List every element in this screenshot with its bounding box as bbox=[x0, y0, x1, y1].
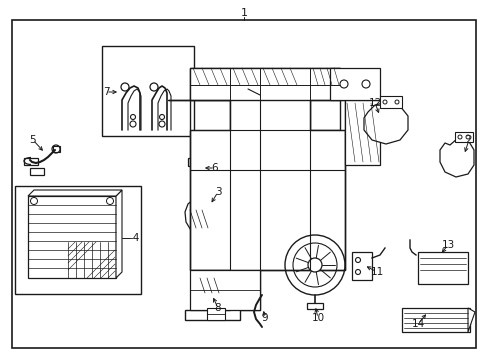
Polygon shape bbox=[184, 195, 218, 235]
Polygon shape bbox=[363, 102, 407, 144]
Polygon shape bbox=[168, 68, 345, 320]
Polygon shape bbox=[116, 190, 122, 278]
Bar bbox=[379, 96, 401, 108]
Bar bbox=[206, 308, 224, 320]
Polygon shape bbox=[190, 270, 260, 310]
Text: 10: 10 bbox=[311, 313, 324, 323]
Polygon shape bbox=[467, 308, 474, 332]
Bar bbox=[28, 196, 116, 278]
Polygon shape bbox=[30, 168, 44, 175]
Text: 9: 9 bbox=[261, 313, 268, 323]
Polygon shape bbox=[329, 68, 379, 100]
Bar bbox=[191, 154, 203, 160]
Bar bbox=[190, 100, 345, 270]
Bar bbox=[401, 308, 469, 332]
Bar bbox=[53, 146, 60, 152]
Polygon shape bbox=[24, 158, 38, 165]
Text: 6: 6 bbox=[211, 163, 218, 173]
Bar bbox=[417, 252, 467, 284]
Circle shape bbox=[307, 258, 321, 272]
Text: 12: 12 bbox=[367, 98, 381, 108]
Bar bbox=[231, 86, 260, 104]
Polygon shape bbox=[195, 262, 231, 298]
Text: -4: -4 bbox=[130, 233, 140, 243]
Bar bbox=[192, 166, 202, 188]
Text: 11: 11 bbox=[369, 267, 383, 277]
Bar bbox=[187, 158, 205, 166]
Text: 2: 2 bbox=[465, 135, 471, 145]
Bar bbox=[454, 132, 472, 142]
Bar bbox=[102, 46, 194, 136]
Polygon shape bbox=[28, 190, 122, 196]
Text: 14: 14 bbox=[410, 319, 424, 329]
Text: 1: 1 bbox=[240, 8, 247, 18]
Text: 5: 5 bbox=[30, 135, 36, 145]
Bar bbox=[15, 186, 141, 294]
Polygon shape bbox=[345, 100, 379, 165]
Polygon shape bbox=[190, 68, 339, 130]
Text: 8: 8 bbox=[214, 303, 221, 313]
Bar bbox=[351, 252, 371, 280]
Text: 3: 3 bbox=[214, 187, 221, 197]
Text: 13: 13 bbox=[441, 240, 454, 250]
Bar bbox=[306, 303, 323, 309]
Text: 7: 7 bbox=[102, 87, 109, 97]
Polygon shape bbox=[439, 138, 473, 177]
